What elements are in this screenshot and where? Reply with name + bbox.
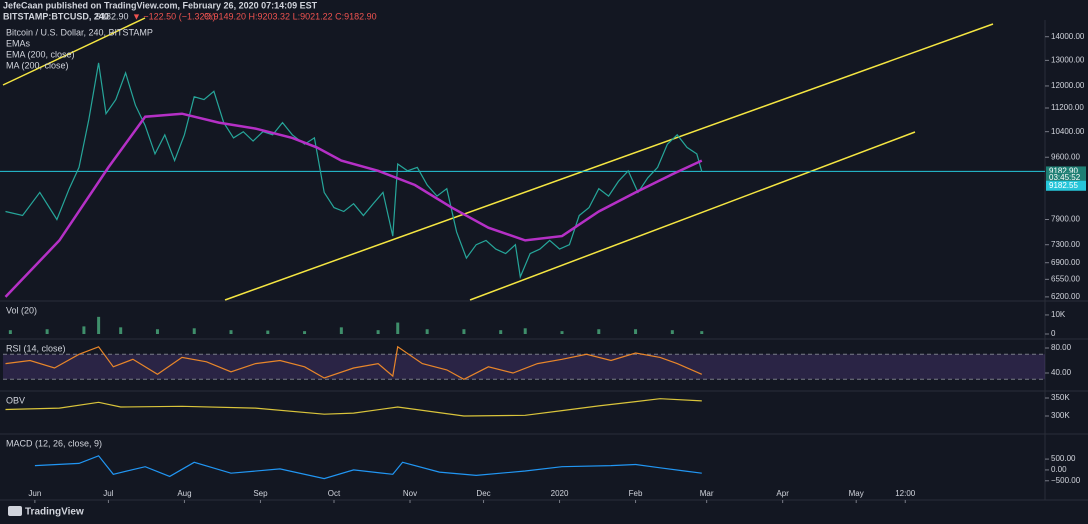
volume-bar <box>266 330 270 334</box>
volume-bar <box>303 331 307 334</box>
y-tick-label: 6900.00 <box>1051 258 1080 267</box>
y-tick-label: 10400.00 <box>1051 127 1085 136</box>
trend-line <box>2 17 146 86</box>
y-tick-label: 500.00 <box>1051 454 1076 463</box>
y-tick-label: 13000.00 <box>1051 55 1085 64</box>
x-tick-label: Nov <box>403 489 417 498</box>
x-tick-label: Aug <box>177 489 191 498</box>
pane-title: Bitcoin / U.S. Dollar, 240, BITSTAMP <box>6 27 153 37</box>
volume-bar <box>499 330 503 334</box>
author-line: JefeCaan published on TradingView.com, F… <box>3 0 318 10</box>
volume-bar <box>425 329 429 334</box>
y-tick-label: 12000.00 <box>1051 81 1085 90</box>
price-tag-label: 9182.90 <box>1049 167 1078 176</box>
y-tick-label: 14000.00 <box>1051 32 1085 41</box>
volume-bar <box>339 327 343 334</box>
y-tick-label: 300K <box>1051 411 1070 420</box>
ohlc: O:9149.20 H:9203.32 L:9021.22 C:9182.90 <box>204 11 377 21</box>
y-tick-label: 80.00 <box>1051 343 1072 352</box>
pane-title: OBV <box>6 395 25 405</box>
volume-bar <box>97 316 101 334</box>
series-line <box>4 112 703 298</box>
volume-bar <box>376 330 380 334</box>
price-tag-label: 03:45:52 <box>1049 173 1081 182</box>
legend-item: EMAs <box>6 38 31 48</box>
x-tick-label: 12:00 <box>895 489 916 498</box>
y-tick-label: 7900.00 <box>1051 215 1080 224</box>
symbol: BITSTAMP:BTCUSD, 240 <box>3 11 109 21</box>
x-tick-label: Dec <box>476 489 490 498</box>
price-tag <box>1046 180 1086 191</box>
y-tick-label: −500.00 <box>1051 476 1081 485</box>
price: 9182.90 <box>96 11 129 21</box>
volume-bar <box>8 330 12 334</box>
legend-item: MA (200, close) <box>6 60 69 70</box>
volume-bar <box>119 327 123 334</box>
y-tick-label: 9600.00 <box>1051 152 1080 161</box>
volume-bar <box>560 331 564 334</box>
x-tick-label: Feb <box>629 489 643 498</box>
channel-lower <box>469 131 916 301</box>
series-line <box>34 455 702 480</box>
x-tick-label: Jul <box>103 489 113 498</box>
series-line <box>5 345 703 380</box>
logo <box>8 506 22 516</box>
rsi-band <box>3 354 1045 380</box>
pane-title: RSI (14, close) <box>6 343 66 353</box>
y-tick-label: 0 <box>1051 329 1056 338</box>
x-tick-label: May <box>849 489 864 498</box>
x-tick-label: Oct <box>328 489 341 498</box>
pane-title: Vol (20) <box>6 305 37 315</box>
y-tick-label: 0.00 <box>1051 465 1067 474</box>
series-line <box>5 62 703 280</box>
volume-bar <box>155 329 159 334</box>
x-tick-label: Mar <box>700 489 714 498</box>
y-tick-label: 40.00 <box>1051 368 1072 377</box>
volume-bar <box>396 322 400 334</box>
y-tick-label: 10K <box>1051 310 1066 319</box>
price-tag-label: 9182.55 <box>1049 181 1078 190</box>
y-tick-label: 6200.00 <box>1051 292 1080 301</box>
y-tick-label: 11200.00 <box>1051 103 1084 112</box>
volume-bar <box>700 331 704 334</box>
drawings <box>2 17 994 301</box>
x-tick-label: Apr <box>776 489 789 498</box>
volume-bar <box>192 328 196 334</box>
x-tick-label: 2020 <box>551 489 569 498</box>
channel-upper <box>224 23 994 301</box>
volume-bar <box>229 330 233 334</box>
volume-bar <box>634 329 638 334</box>
footer: TradingView <box>25 507 84 518</box>
y-tick-label: 350K <box>1051 393 1070 402</box>
volume-bar <box>523 328 527 334</box>
volume-bar <box>597 329 601 334</box>
pane-title: MACD (12, 26, close, 9) <box>6 438 102 448</box>
x-tick-label: Sep <box>253 489 268 498</box>
series-line <box>5 398 702 417</box>
price-tag <box>1046 166 1086 177</box>
legend-item: EMA (200, close) <box>6 49 75 59</box>
volume-bar <box>462 329 466 334</box>
volume-bar <box>45 329 49 334</box>
volume-bar <box>670 330 674 334</box>
y-tick-label: 6550.00 <box>1051 274 1080 283</box>
price-tag <box>1046 172 1086 183</box>
y-tick-label: 7300.00 <box>1051 240 1080 249</box>
volume-bar <box>82 326 86 334</box>
x-tick-label: Jun <box>28 489 41 498</box>
change: ▼ −122.50 (−1.32%) <box>132 11 215 21</box>
